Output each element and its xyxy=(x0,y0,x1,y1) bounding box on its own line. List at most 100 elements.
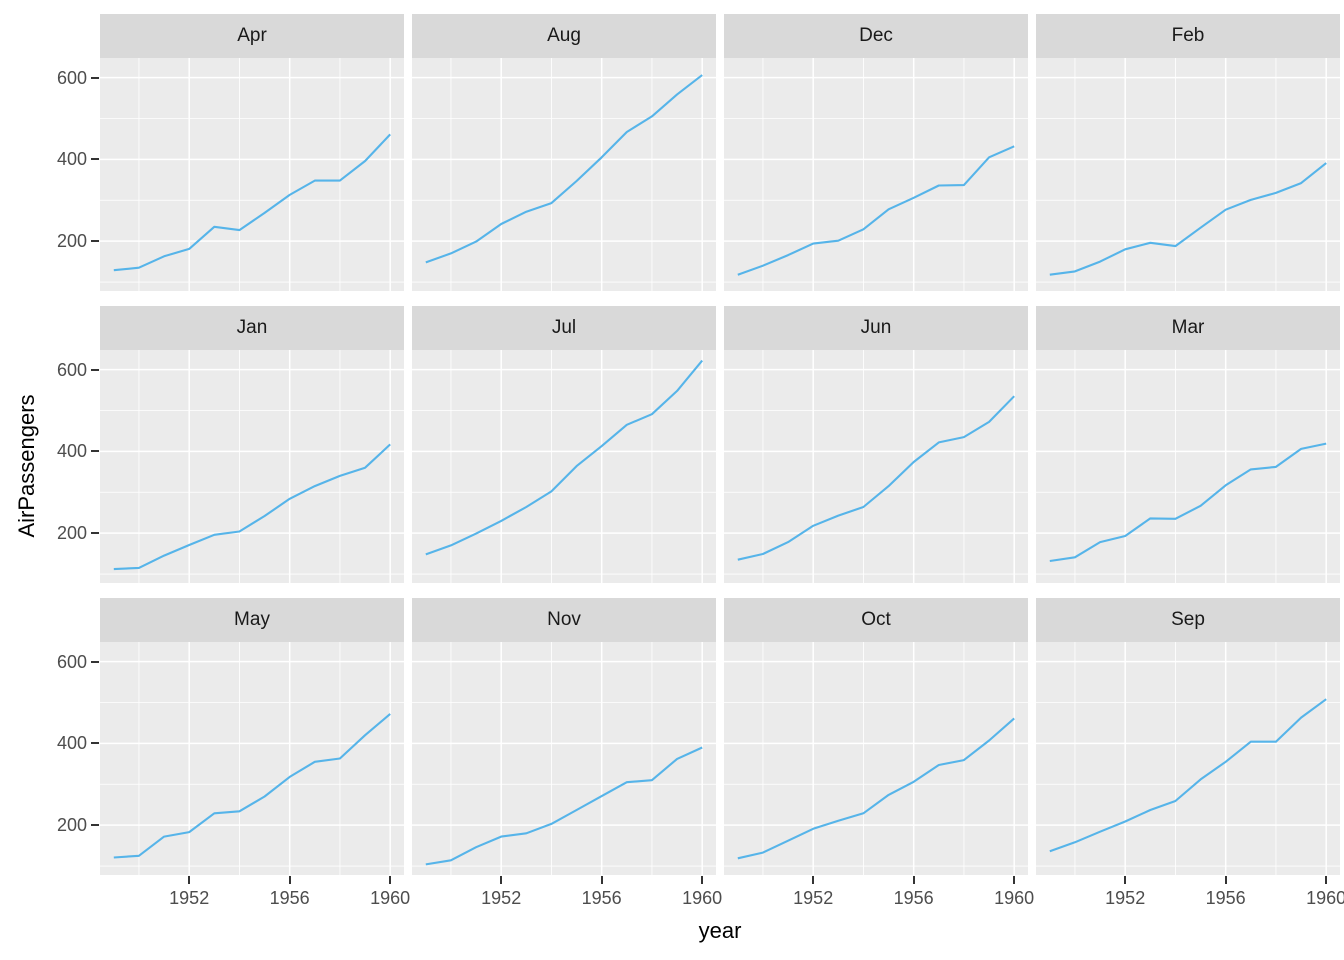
facet-panel: Nov xyxy=(412,598,716,875)
x-axis-tick-mark xyxy=(188,876,191,884)
facet-strip: Jan xyxy=(100,306,404,350)
facet-panel: Aug xyxy=(412,14,716,291)
data-line xyxy=(737,717,1015,860)
facet-strip-label: Mar xyxy=(1171,317,1205,338)
line-chart-panel xyxy=(1036,58,1340,291)
line-chart-panel xyxy=(412,642,716,875)
facet-panel: Dec xyxy=(724,14,1028,291)
x-axis-tick-mark xyxy=(389,876,392,884)
y-axis-tick-mark xyxy=(91,76,99,79)
line-chart-panel xyxy=(1036,642,1340,875)
y-axis-tick-mark xyxy=(91,158,99,161)
x-axis-tick-mark xyxy=(912,876,915,884)
y-axis-tick-label: 200 xyxy=(56,231,87,252)
x-axis-tick-label: 1952 xyxy=(169,888,210,908)
y-axis-tick-mark xyxy=(91,660,99,663)
facet-strip-label: Dec xyxy=(859,25,893,46)
facet-panel: Jun xyxy=(724,306,1028,583)
x-axis-tick-label: 1956 xyxy=(1205,888,1246,908)
x-axis-tick-mark xyxy=(1124,876,1127,884)
facet-strip: Dec xyxy=(724,14,1028,58)
panel-background xyxy=(412,350,716,583)
facet-panel: Mar xyxy=(1036,306,1340,583)
y-axis-tick-label: 200 xyxy=(56,815,87,836)
y-axis-tick-mark xyxy=(91,742,99,745)
y-axis-tick-mark xyxy=(91,240,99,243)
data-line xyxy=(1049,162,1327,276)
facet-panel: Jan xyxy=(100,306,404,583)
panel-background xyxy=(412,642,716,875)
y-axis-tick-label: 600 xyxy=(56,359,87,380)
facet-strip: Jul xyxy=(412,306,716,350)
y-axis-tick-mark xyxy=(91,532,99,535)
x-axis-tick-label: 1956 xyxy=(581,888,622,908)
facet-panel: Jul xyxy=(412,306,716,583)
panel-background xyxy=(724,350,1028,583)
facet-strip-label: Feb xyxy=(1171,25,1205,46)
line-chart-panel xyxy=(724,58,1028,291)
line-chart-panel xyxy=(412,58,716,291)
panel-background xyxy=(724,642,1028,875)
x-axis-tick-mark xyxy=(600,876,603,884)
data-line xyxy=(425,359,704,556)
x-axis-tick-mark xyxy=(701,876,704,884)
x-axis-tick-label: 1960 xyxy=(994,888,1035,908)
x-axis-tick-mark xyxy=(500,876,503,884)
data-line xyxy=(1049,442,1327,563)
facet-strip-label: Aug xyxy=(547,25,581,46)
x-axis-tick-label: 1952 xyxy=(481,888,522,908)
panel-background xyxy=(724,58,1028,291)
data-line xyxy=(737,145,1015,276)
facet-strip: Nov xyxy=(412,598,716,642)
line-chart-panel xyxy=(724,350,1028,583)
facet-strip-label: Nov xyxy=(547,609,581,630)
data-line xyxy=(737,395,1015,561)
y-axis-tick-label: 400 xyxy=(56,441,87,462)
y-axis-tick-label: 600 xyxy=(56,651,87,672)
facet-strip: May xyxy=(100,598,404,642)
x-axis-tick-label: 1960 xyxy=(682,888,723,908)
x-axis-tick-label: 1952 xyxy=(1105,888,1146,908)
facet-strip: Sep xyxy=(1036,598,1340,642)
x-axis-tick-mark xyxy=(1013,876,1016,884)
panel-background xyxy=(100,58,404,291)
data-line xyxy=(425,74,703,264)
facet-panel: May xyxy=(100,598,404,875)
y-axis-tick-mark xyxy=(91,824,99,827)
x-axis-tick-label: 1952 xyxy=(793,888,834,908)
x-axis-tick-label: 1960 xyxy=(1306,888,1344,908)
line-chart-panel xyxy=(100,642,404,875)
panel-background xyxy=(1036,58,1340,291)
x-axis-tick-mark xyxy=(288,876,291,884)
data-line xyxy=(425,746,703,866)
y-axis-tick-label: 600 xyxy=(56,67,87,88)
data-line xyxy=(113,713,391,859)
y-axis-tick-label: 400 xyxy=(56,149,87,170)
facet-strip: Mar xyxy=(1036,306,1340,350)
x-axis-tick-mark xyxy=(1325,876,1328,884)
facet-panel: Oct xyxy=(724,598,1028,875)
y-axis-tick-label: 200 xyxy=(56,523,87,544)
facet-strip-label: Sep xyxy=(1171,609,1205,630)
x-axis-tick-mark xyxy=(1224,876,1227,884)
data-line xyxy=(113,133,391,272)
panel-background xyxy=(100,642,404,875)
x-axis-tick-label: 1956 xyxy=(893,888,934,908)
facet-panel: Apr xyxy=(100,14,404,291)
y-axis-tick-label: 400 xyxy=(56,733,87,754)
data-line xyxy=(113,443,391,571)
y-axis-tick-mark xyxy=(91,450,99,453)
facet-panel: Sep xyxy=(1036,598,1340,875)
facet-strip: Apr xyxy=(100,14,404,58)
y-axis-title: AirPassengers xyxy=(14,394,39,538)
data-line xyxy=(1049,698,1327,853)
facet-strip-label: Oct xyxy=(861,609,891,630)
panel-background xyxy=(1036,642,1340,875)
x-axis-tick-label: 1956 xyxy=(269,888,310,908)
facet-strip-label: Jan xyxy=(236,317,268,338)
facet-strip-label: May xyxy=(234,609,270,630)
line-chart-panel xyxy=(724,642,1028,875)
facet-strip: Feb xyxy=(1036,14,1340,58)
panel-background xyxy=(100,350,404,583)
